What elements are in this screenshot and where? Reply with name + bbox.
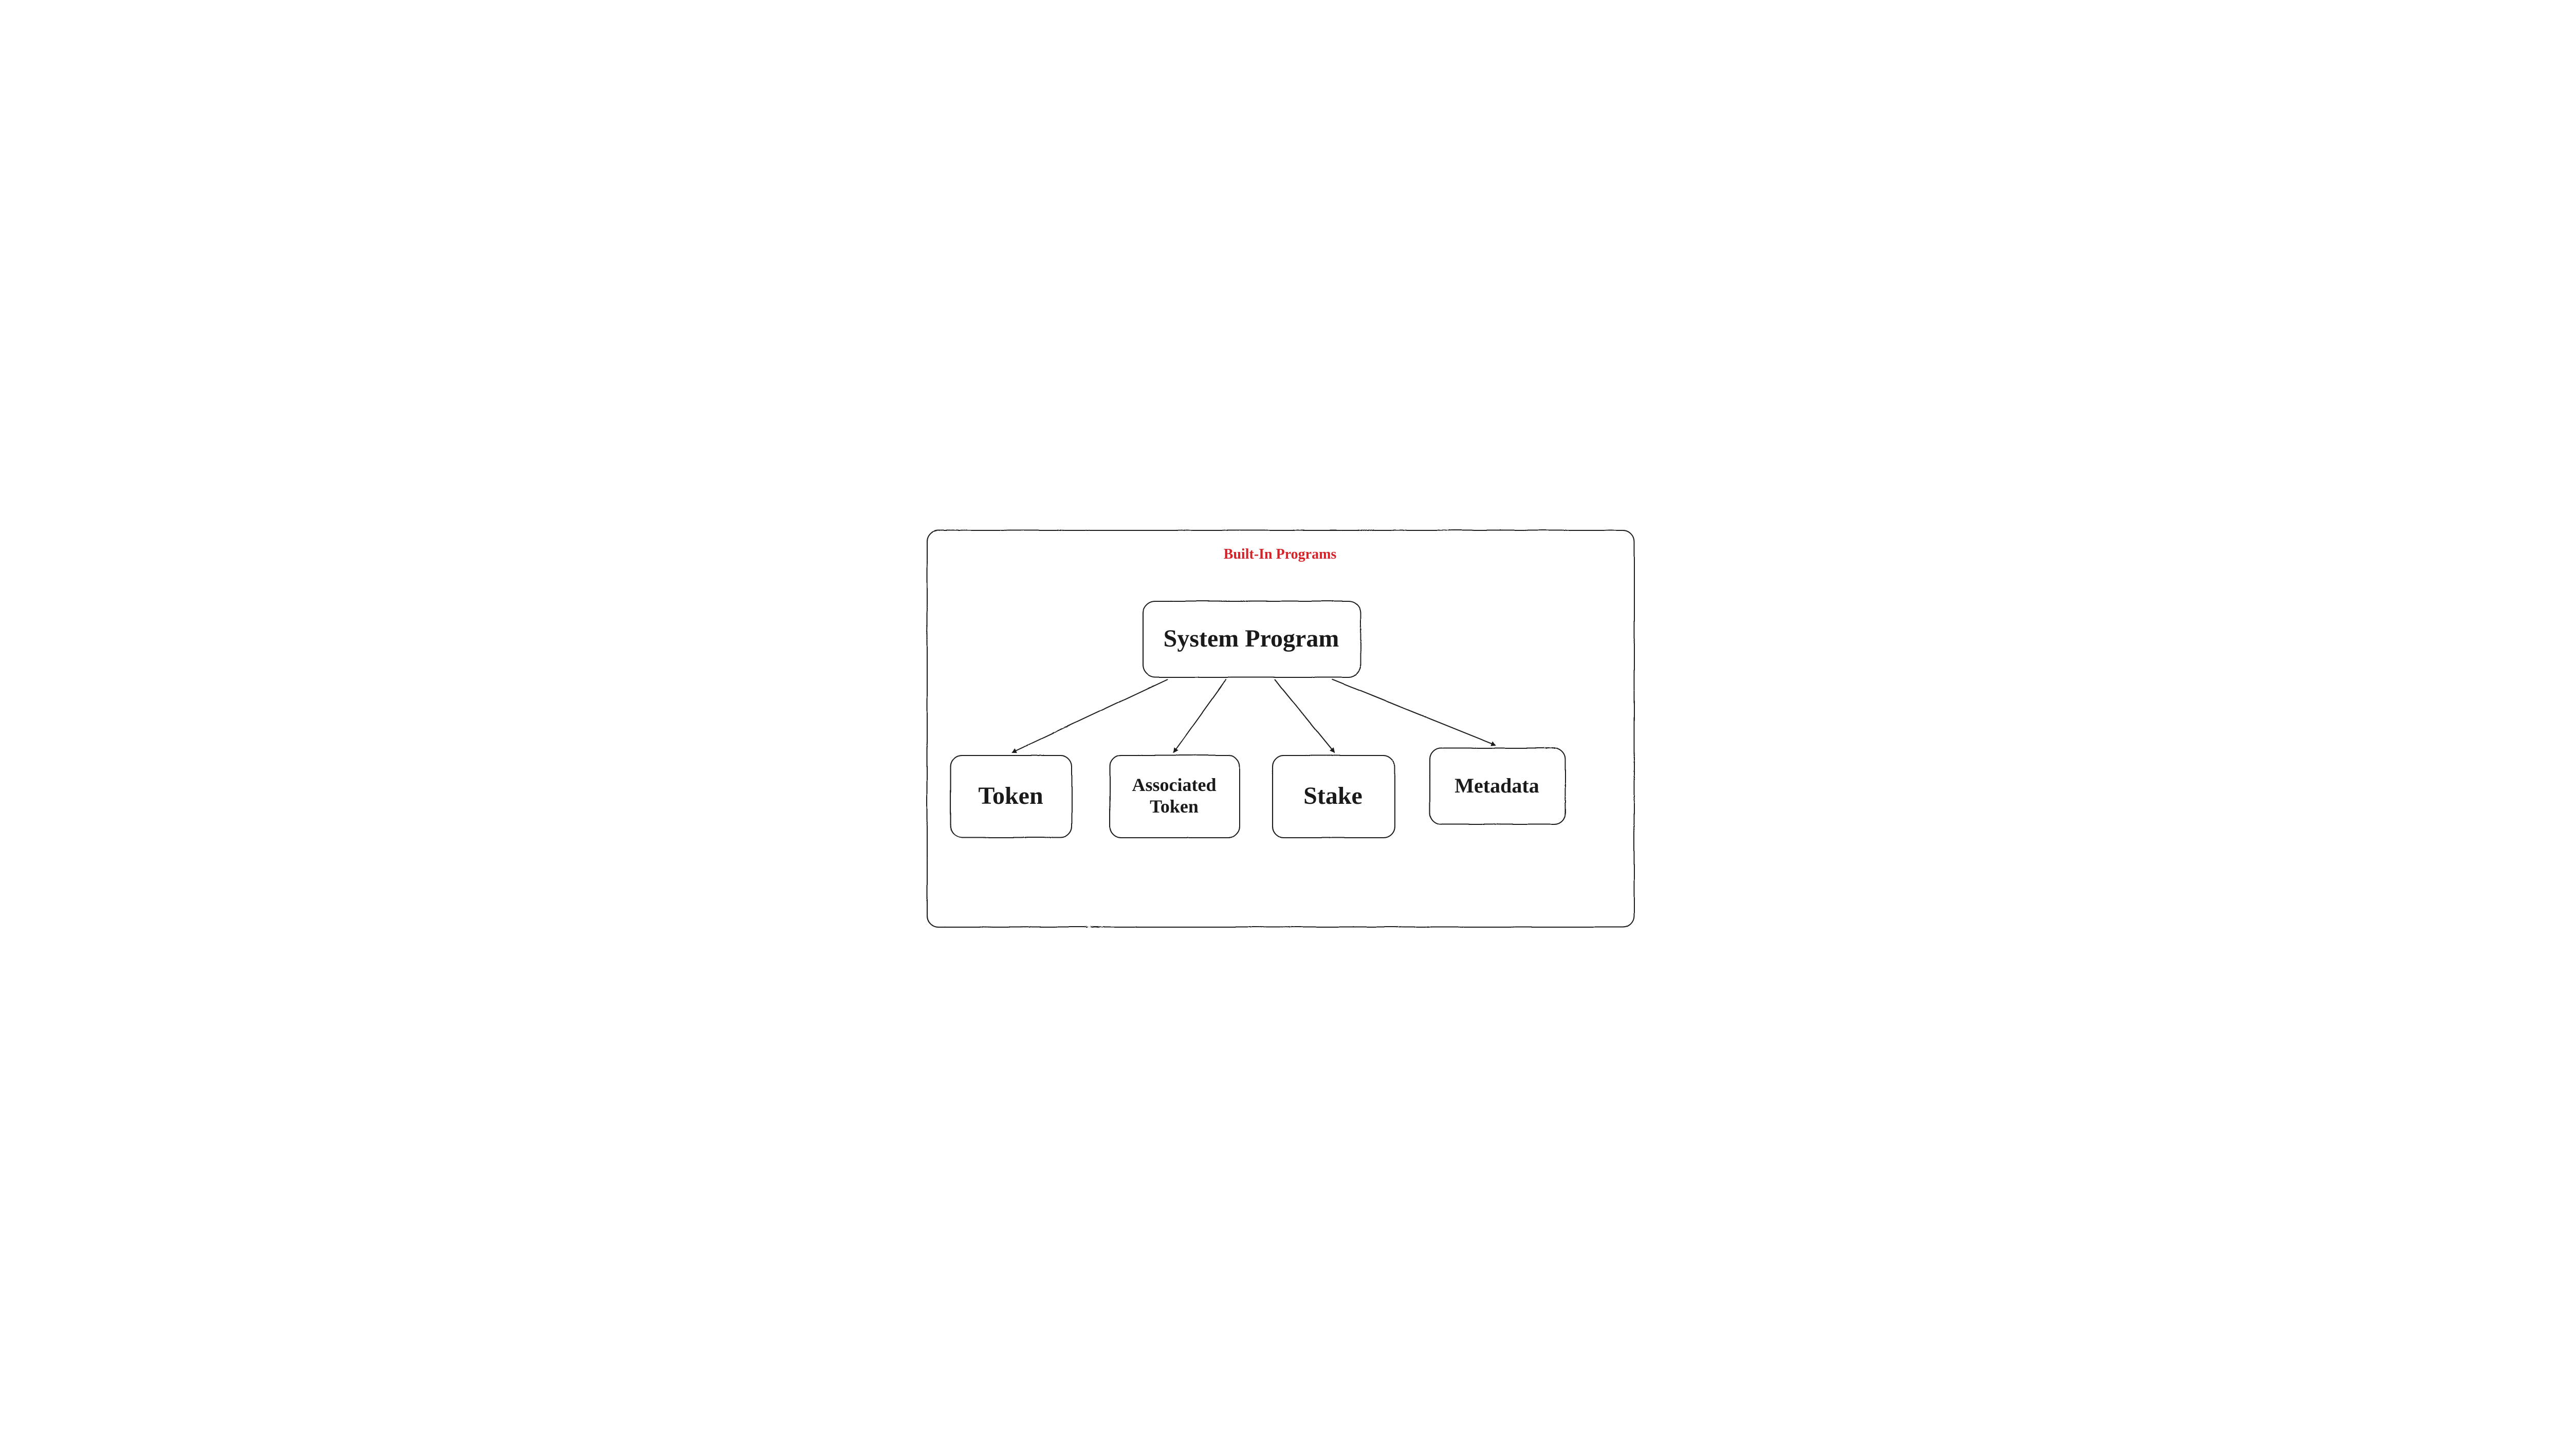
node-token-label: Token [950,755,1072,837]
diagram-svg [920,524,1640,933]
node-meta-label: Metadata [1429,748,1565,824]
node-root-label: System Program [1143,601,1360,677]
diagram-canvas: Built-In Programs System Program Token Ass… [920,524,1640,933]
diagram-title: Built-In Programs [920,546,1640,563]
node-assoc-label: AssociatedToken [1110,755,1239,837]
node-stake-label: Stake [1272,755,1394,837]
